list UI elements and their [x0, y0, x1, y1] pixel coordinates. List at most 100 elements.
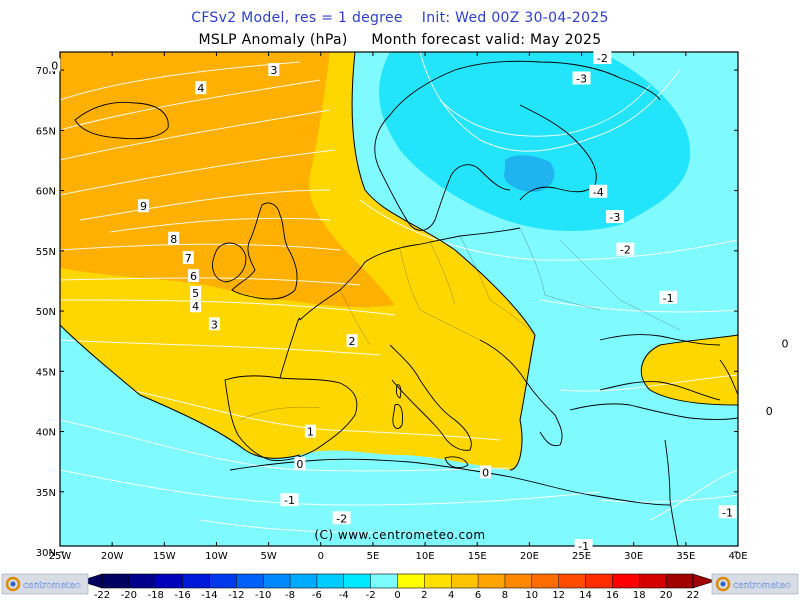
contour-label-bg: [572, 71, 591, 85]
contour-label-bg: [182, 251, 194, 265]
colorbar-swatch: [316, 574, 345, 588]
copyright-text: (C) www.centrometeo.com: [314, 528, 485, 542]
contour-label-bg: [49, 58, 61, 72]
map-frame: [59, 51, 739, 547]
colorbar-label: -12: [228, 590, 244, 600]
contour-label-bg: [718, 505, 737, 519]
lon-tick-label: 25W: [49, 551, 72, 562]
contour-label: 9: [140, 200, 147, 213]
colorbar-label: 8: [502, 590, 508, 600]
lat-tick-label: 60N: [36, 187, 56, 198]
contour-label-bg: [589, 184, 608, 198]
colorbar-swatch: [209, 574, 237, 588]
colorbar-swatch: [531, 574, 559, 588]
contour-label-bg: [616, 242, 635, 256]
lon-tick-label: 40E: [728, 551, 747, 562]
contour-label: -3: [576, 73, 587, 86]
contour-label: 0: [781, 338, 788, 351]
contour-label: 1: [307, 426, 314, 439]
anomaly-field: [60, 52, 738, 546]
lon-tick-label: 25E: [572, 551, 591, 562]
colorbar-label: 20: [660, 590, 673, 600]
contour-label: 3: [270, 64, 277, 77]
colorbar-label: -10: [255, 590, 271, 600]
colorbar-label: -2: [366, 590, 376, 600]
lon-tick-label: 5W: [260, 551, 276, 562]
lat-tick-label: 65N: [36, 126, 56, 137]
contour-label-bg: [190, 285, 202, 299]
contour-label-bg: [188, 269, 200, 283]
lat-tick-label: 50N: [36, 307, 56, 318]
colorbar-label: 0: [394, 590, 400, 600]
contour-label: -2: [336, 512, 347, 525]
contour-label-bg: [574, 539, 593, 552]
colorbar-label: 12: [552, 590, 565, 600]
contour-label-bg: [332, 511, 351, 525]
strongest-negative-anomaly-core: [504, 155, 555, 192]
colorbar-label: -16: [174, 590, 190, 600]
colorbar-swatch: [451, 574, 479, 588]
contour-label-bg: [280, 493, 299, 507]
colorbar-swatch: [612, 574, 640, 588]
centrometeo-logo-right: centrometeo: [711, 573, 799, 595]
colorbar-swatch: [370, 574, 398, 588]
lon-tick-label: 20W: [101, 551, 124, 562]
colorbar-label: 2: [421, 590, 427, 600]
contour-label: -3: [609, 211, 620, 224]
centrometeo-logo-icon-core: [720, 581, 726, 587]
colorbar-label: 4: [448, 590, 454, 600]
lon-tick-label: 15E: [468, 551, 487, 562]
colorbar-label: -18: [148, 590, 164, 600]
lon-tick-label: 10W: [205, 551, 228, 562]
lat-tick-label: 40N: [36, 428, 56, 439]
lon-tick-label: 10E: [416, 551, 435, 562]
contour-label: 0: [296, 458, 303, 471]
contour-label-bg: [480, 465, 492, 479]
lon-tick-label: 15W: [153, 551, 176, 562]
lon-tick-label: 35E: [676, 551, 695, 562]
contour-label: -2: [597, 52, 608, 65]
colorbar-label: 16: [606, 590, 619, 600]
colorbar-swatch: [424, 574, 452, 588]
contour-label: 5: [192, 287, 199, 300]
colorbar-label: -6: [312, 590, 322, 600]
colorbar-swatch: [585, 574, 613, 588]
country-borders: [239, 227, 681, 421]
colorbar-swatch: [478, 574, 506, 588]
colorbar-swatch: [236, 574, 264, 588]
contour-label: 3: [211, 318, 218, 331]
lat-tick-label: 30N: [36, 548, 56, 559]
centrometeo-logo-icon: [5, 576, 21, 592]
contour-label: -4: [593, 186, 604, 199]
map-title-field: MSLP Anomaly (hPa) Month forecast valid:…: [198, 32, 602, 48]
contour-label: -1: [578, 540, 589, 553]
contour-label: 2: [349, 335, 356, 348]
contour-label: 0: [51, 59, 58, 72]
contour-label-bg: [346, 334, 358, 348]
colorbar-label: 18: [633, 590, 646, 600]
contour-label: -1: [722, 506, 733, 519]
longitude-ticks: 25W 20W 15W 10W 5W 0 5E 10E 15E 20E 25E 30E 35E 40E: [49, 52, 748, 562]
contour-label: -1: [284, 494, 295, 507]
contour-label-bg: [137, 199, 149, 213]
contour-label-bg: [659, 290, 678, 304]
colorbar-label: -4: [339, 590, 349, 600]
centrometeo-logo-icon: [715, 576, 731, 592]
lat-tick-label: 70N: [36, 66, 56, 77]
contour-label: 7: [185, 252, 192, 265]
contour-label: -2: [620, 244, 631, 257]
colorbar-label: -22: [94, 590, 110, 600]
lon-tick-label: 5E: [367, 551, 380, 562]
contour-label-bg: [779, 336, 791, 350]
colorbar-swatch: [666, 574, 694, 588]
contour-label-bg: [190, 299, 202, 313]
colorbar-swatch: [639, 574, 667, 588]
negative-anomaly-core: [379, 52, 691, 232]
colorbar-label: -8: [285, 590, 295, 600]
contour-label-bg: [605, 210, 624, 224]
strong-positive-anomaly-region: [60, 52, 395, 308]
colorbar-swatch: [155, 574, 183, 588]
latitude-ticks: 70N 65N 60N 55N 50N 45N 40N 35N 30N: [36, 66, 738, 559]
